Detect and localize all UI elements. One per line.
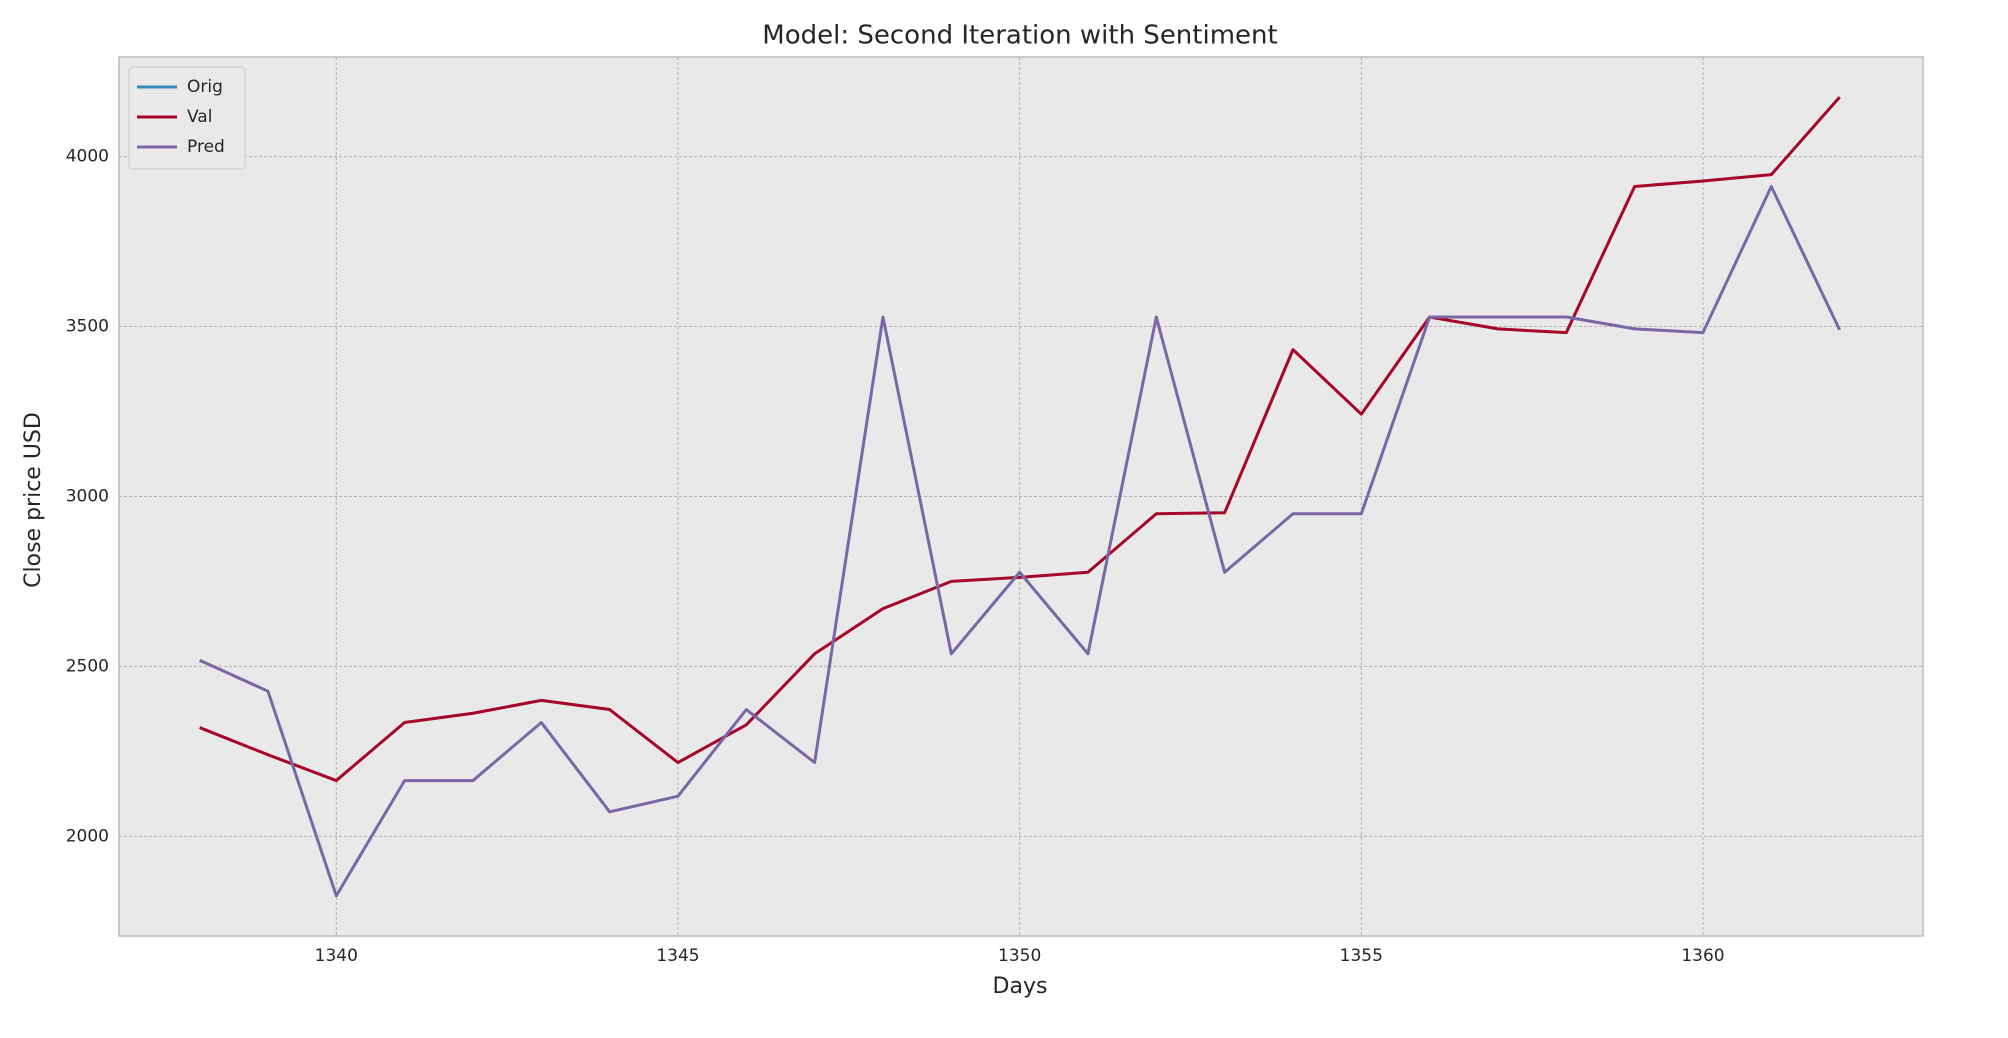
series-line — [199, 96, 1841, 783]
x-tick-label: 1345 — [656, 946, 699, 966]
x-tick-label: 1355 — [1340, 946, 1383, 966]
series-line — [199, 184, 1841, 898]
x-axis-label: Days — [993, 974, 1048, 999]
y-tick-label: 3000 — [66, 486, 109, 506]
y-tick-label: 2500 — [66, 656, 109, 676]
y-tick-label: 4000 — [66, 147, 109, 167]
y-axis-label: Close price USD — [21, 412, 46, 588]
x-tick-label: 1340 — [315, 946, 358, 966]
legend-box — [128, 66, 246, 170]
chart-title: Model: Second Iteration with Sentiment — [762, 21, 1277, 51]
legend-label: Val — [187, 107, 212, 127]
x-tick-label: 1350 — [998, 946, 1041, 966]
legend-label: Orig — [187, 77, 223, 97]
legend-label: Pred — [187, 137, 225, 157]
x-tick-label: 1360 — [1681, 946, 1724, 966]
y-tick-label: 2000 — [66, 826, 109, 846]
y-tick-label: 3500 — [66, 317, 109, 337]
